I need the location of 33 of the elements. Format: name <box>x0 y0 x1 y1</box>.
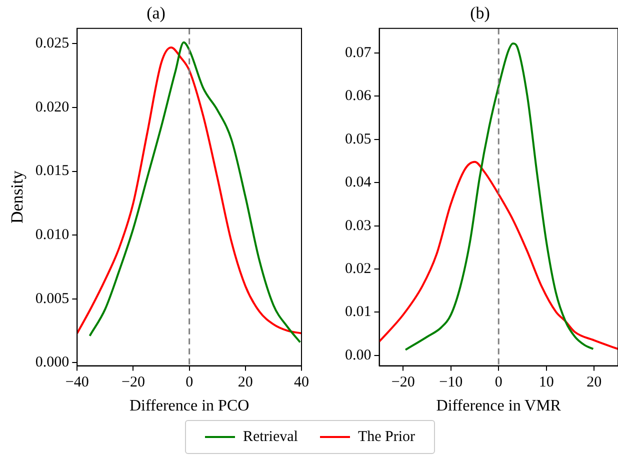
x-tick-label: −20 <box>391 374 415 391</box>
y-tick-label: 0.03 <box>345 218 372 234</box>
legend-label: The Prior <box>358 428 416 446</box>
y-tick-label: 0.04 <box>345 174 372 191</box>
y-tick-label: 0.010 <box>35 226 70 243</box>
line-series <box>404 42 594 351</box>
x-tick-label: 20 <box>238 374 253 391</box>
y-tick-label: 0.05 <box>345 131 372 148</box>
y-tick-label: 0.02 <box>345 260 372 277</box>
legend-label: Retrieval <box>242 428 298 446</box>
y-tick-label: 0.020 <box>35 99 70 116</box>
y-tick-label: 0.025 <box>35 36 70 52</box>
y-tick-label: 0.005 <box>35 290 70 307</box>
y-tick-label: 0.06 <box>345 88 372 104</box>
y-tick-label: 0.00 <box>345 347 372 364</box>
x-axis-title: Difference in VMR <box>436 398 562 415</box>
x-axis-title: Difference in PCO <box>129 398 250 415</box>
line-series <box>379 160 618 350</box>
x-tick-label: 0 <box>186 374 194 391</box>
x-tick-label: −10 <box>439 374 463 391</box>
x-tick-label: 20 <box>586 374 602 391</box>
x-tick-label: 40 <box>294 374 309 391</box>
y-tick-label: 0.07 <box>345 44 372 61</box>
chart-title: (b) <box>470 4 490 23</box>
y-tick-label: 0.015 <box>35 163 70 180</box>
x-tick-label: −40 <box>65 374 89 391</box>
y-tick-label: 0.01 <box>345 304 372 320</box>
x-tick-label: −20 <box>122 374 145 391</box>
y-axis-title: Density <box>8 170 27 224</box>
x-tick-label: 10 <box>538 374 554 391</box>
chart-title: (a) <box>146 4 166 23</box>
x-tick-label: 0 <box>494 374 502 391</box>
y-tick-label: 0.000 <box>35 354 70 371</box>
